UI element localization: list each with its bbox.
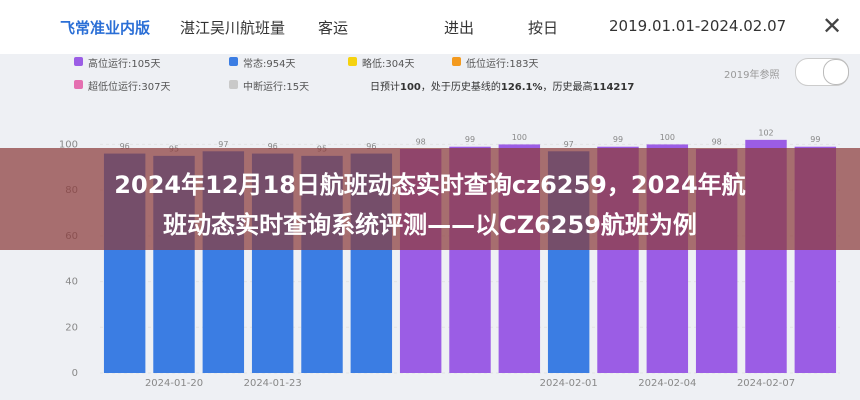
legend-item[interactable]: 低位运行:183天 (452, 55, 538, 70)
y-tick-label: 20 (65, 322, 78, 333)
legend-swatch (74, 80, 83, 89)
value-label: 97 (564, 140, 574, 149)
value-label: 96 (268, 142, 278, 151)
legend-swatch (229, 57, 238, 66)
summary-value: 126.1% (500, 82, 543, 93)
y-tick-label: 40 (65, 277, 78, 288)
legend-swatch (452, 57, 461, 66)
value-label: 100 (660, 133, 675, 142)
y-tick-label: 0 (72, 368, 78, 379)
granularity-select[interactable]: 按日 (528, 19, 559, 37)
airport-select[interactable]: 湛江吴川航班量 (180, 19, 286, 37)
direction-select[interactable]: 进出 (444, 19, 475, 37)
summary-value: 114217 (592, 82, 635, 93)
summary: 日预计100，处于历史基线的126.1%，历史最高114217 (370, 78, 634, 93)
legend-item[interactable]: 常态:954天 (229, 55, 295, 70)
x-tick-label: 2024-01-23 (244, 378, 302, 389)
category-select[interactable]: 客运 (318, 19, 349, 37)
summary-text: 日预计 (370, 82, 400, 93)
x-tick-label: 2024-02-01 (540, 378, 598, 389)
top-bar (0, 0, 860, 54)
value-label: 100 (512, 133, 527, 142)
summary-text: ，历史最高 (542, 82, 593, 93)
toggle-label: 2019年参照 (724, 70, 780, 81)
legend-item[interactable]: 中断运行:15天 (229, 78, 309, 93)
value-label: 102 (758, 128, 773, 137)
legend-swatch (229, 80, 238, 89)
x-tick-label: 2024-01-20 (145, 378, 203, 389)
value-label: 97 (218, 140, 228, 149)
value-label: 96 (366, 142, 376, 151)
value-label: 96 (120, 142, 130, 151)
value-label: 98 (712, 138, 722, 147)
legend-item[interactable]: 超低位运行:307天 (74, 78, 170, 93)
toggle[interactable] (795, 58, 849, 86)
banner-title: 班动态实时查询系统评测——以CZ6259航班为例 (163, 211, 697, 239)
banner (0, 148, 860, 250)
legend-swatch (348, 57, 357, 66)
value-label: 99 (810, 135, 820, 144)
y-tick-label: 100 (59, 139, 78, 150)
x-tick-label: 2024-02-04 (638, 378, 696, 389)
value-label: 98 (416, 138, 426, 147)
banner-title: 2024年12月18日航班动态实时查询cz6259，2024年航 (114, 171, 746, 199)
legend-swatch (74, 57, 83, 66)
value-label: 99 (613, 135, 623, 144)
brand: 飞常准业内版 (60, 19, 151, 37)
summary-value: 100 (400, 82, 421, 93)
value-label: 99 (465, 135, 475, 144)
summary-text: ，处于历史基线的 (420, 82, 501, 93)
date-range[interactable]: 2019.01.01-2024.02.07 (609, 17, 787, 35)
legend-item[interactable]: 高位运行:105天 (74, 55, 160, 70)
x-tick-label: 2024-02-07 (737, 378, 795, 389)
legend-item[interactable]: 略低:304天 (348, 55, 414, 70)
close-button[interactable]: ✕ (822, 12, 843, 40)
